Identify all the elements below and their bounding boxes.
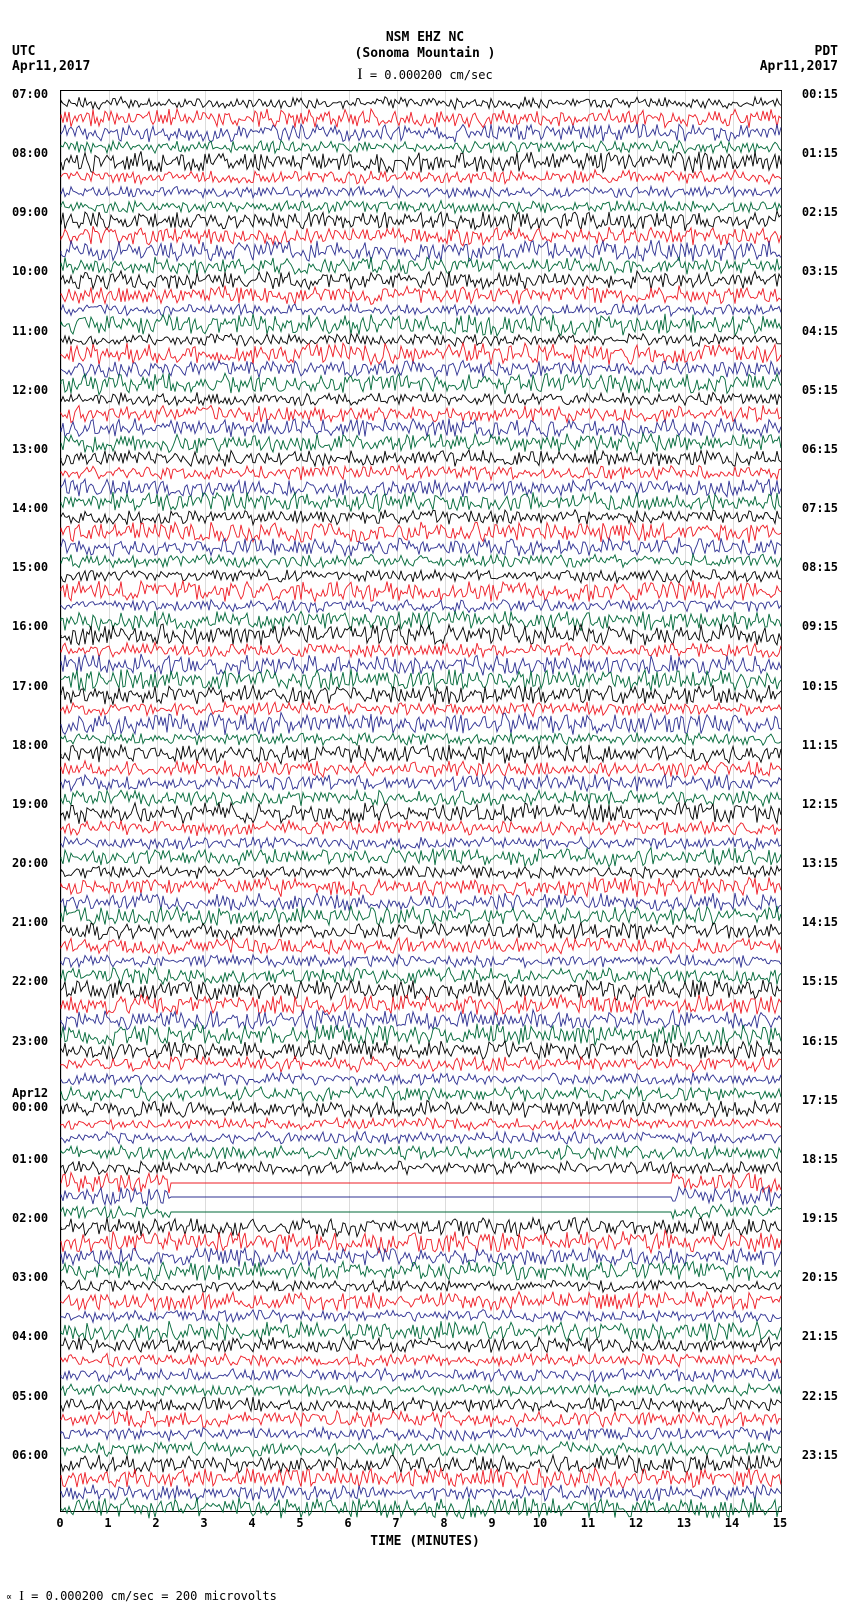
x-tick-label: 12 xyxy=(629,1516,643,1530)
x-tick-label: 0 xyxy=(56,1516,63,1530)
left-time-label: 03:00 xyxy=(12,1270,48,1284)
x-tick-label: 5 xyxy=(296,1516,303,1530)
right-time-label: 07:15 xyxy=(802,501,838,515)
tz-right-block: PDT Apr11,2017 xyxy=(760,44,838,74)
left-time-label: 02:00 xyxy=(12,1211,48,1225)
date-right-label: Apr11,2017 xyxy=(760,59,838,74)
left-time-label: Apr12 xyxy=(12,1086,48,1100)
tz-right-label: PDT xyxy=(760,44,838,59)
plot-area xyxy=(60,90,782,1512)
left-time-label: 19:00 xyxy=(12,797,48,811)
left-time-label: 12:00 xyxy=(12,383,48,397)
left-time-label: 16:00 xyxy=(12,619,48,633)
right-time-label: 12:15 xyxy=(802,797,838,811)
right-time-label: 11:15 xyxy=(802,738,838,752)
left-time-label: 00:00 xyxy=(12,1100,48,1114)
right-time-label: 03:15 xyxy=(802,264,838,278)
left-time-label: 23:00 xyxy=(12,1034,48,1048)
right-time-label: 14:15 xyxy=(802,915,838,929)
right-time-label: 08:15 xyxy=(802,560,838,574)
right-time-label: 06:15 xyxy=(802,442,838,456)
x-tick-label: 2 xyxy=(152,1516,159,1530)
footer-scale: ∝ I = 0.000200 cm/sec = 200 microvolts xyxy=(6,1589,277,1605)
left-time-label: 09:00 xyxy=(12,205,48,219)
right-time-label: 09:15 xyxy=(802,619,838,633)
scale-reference: I = 0.000200 cm/sec xyxy=(0,66,850,84)
right-time-label: 19:15 xyxy=(802,1211,838,1225)
x-tick-label: 9 xyxy=(488,1516,495,1530)
left-time-label: 20:00 xyxy=(12,856,48,870)
right-time-label: 02:15 xyxy=(802,205,838,219)
right-time-label: 23:15 xyxy=(802,1448,838,1462)
left-time-label: 14:00 xyxy=(12,501,48,515)
tz-left-label: UTC xyxy=(12,44,90,59)
left-time-label: 07:00 xyxy=(12,87,48,101)
right-time-label: 00:15 xyxy=(802,87,838,101)
x-tick-label: 10 xyxy=(533,1516,547,1530)
x-tick-label: 7 xyxy=(392,1516,399,1530)
left-time-label: 11:00 xyxy=(12,324,48,338)
x-tick-label: 1 xyxy=(104,1516,111,1530)
left-time-label: 15:00 xyxy=(12,560,48,574)
right-time-label: 10:15 xyxy=(802,679,838,693)
trace-row xyxy=(61,1500,781,1516)
right-time-label: 22:15 xyxy=(802,1389,838,1403)
right-time-label: 16:15 xyxy=(802,1034,838,1048)
left-time-label: 17:00 xyxy=(12,679,48,693)
left-time-label: 10:00 xyxy=(12,264,48,278)
x-tick-label: 11 xyxy=(581,1516,595,1530)
right-time-label: 04:15 xyxy=(802,324,838,338)
left-time-label: 04:00 xyxy=(12,1329,48,1343)
left-time-label: 05:00 xyxy=(12,1389,48,1403)
seismogram-container: NSM EHZ NC (Sonoma Mountain ) I = 0.0002… xyxy=(0,0,850,1613)
x-tick-label: 14 xyxy=(725,1516,739,1530)
date-left-label: Apr11,2017 xyxy=(12,59,90,74)
left-time-label: 08:00 xyxy=(12,146,48,160)
x-axis-title: TIME (MINUTES) xyxy=(0,1534,850,1549)
left-time-label: 18:00 xyxy=(12,738,48,752)
x-tick-label: 6 xyxy=(344,1516,351,1530)
right-time-label: 05:15 xyxy=(802,383,838,397)
x-tick-label: 13 xyxy=(677,1516,691,1530)
left-time-label: 22:00 xyxy=(12,974,48,988)
station-subtitle: (Sonoma Mountain ) xyxy=(0,46,850,61)
left-time-label: 21:00 xyxy=(12,915,48,929)
right-time-label: 17:15 xyxy=(802,1093,838,1107)
right-time-label: 18:15 xyxy=(802,1152,838,1166)
x-tick-label: 3 xyxy=(200,1516,207,1530)
left-time-label: 13:00 xyxy=(12,442,48,456)
right-time-label: 15:15 xyxy=(802,974,838,988)
left-time-label: 01:00 xyxy=(12,1152,48,1166)
left-time-label: 06:00 xyxy=(12,1448,48,1462)
x-tick-label: 4 xyxy=(248,1516,255,1530)
station-title: NSM EHZ NC xyxy=(0,30,850,45)
tz-left-block: UTC Apr11,2017 xyxy=(12,44,90,74)
grid-line xyxy=(781,91,782,1511)
right-time-label: 20:15 xyxy=(802,1270,838,1284)
right-time-label: 21:15 xyxy=(802,1329,838,1343)
x-tick-label: 15 xyxy=(773,1516,787,1530)
x-tick-label: 8 xyxy=(440,1516,447,1530)
right-time-label: 01:15 xyxy=(802,146,838,160)
right-time-label: 13:15 xyxy=(802,856,838,870)
